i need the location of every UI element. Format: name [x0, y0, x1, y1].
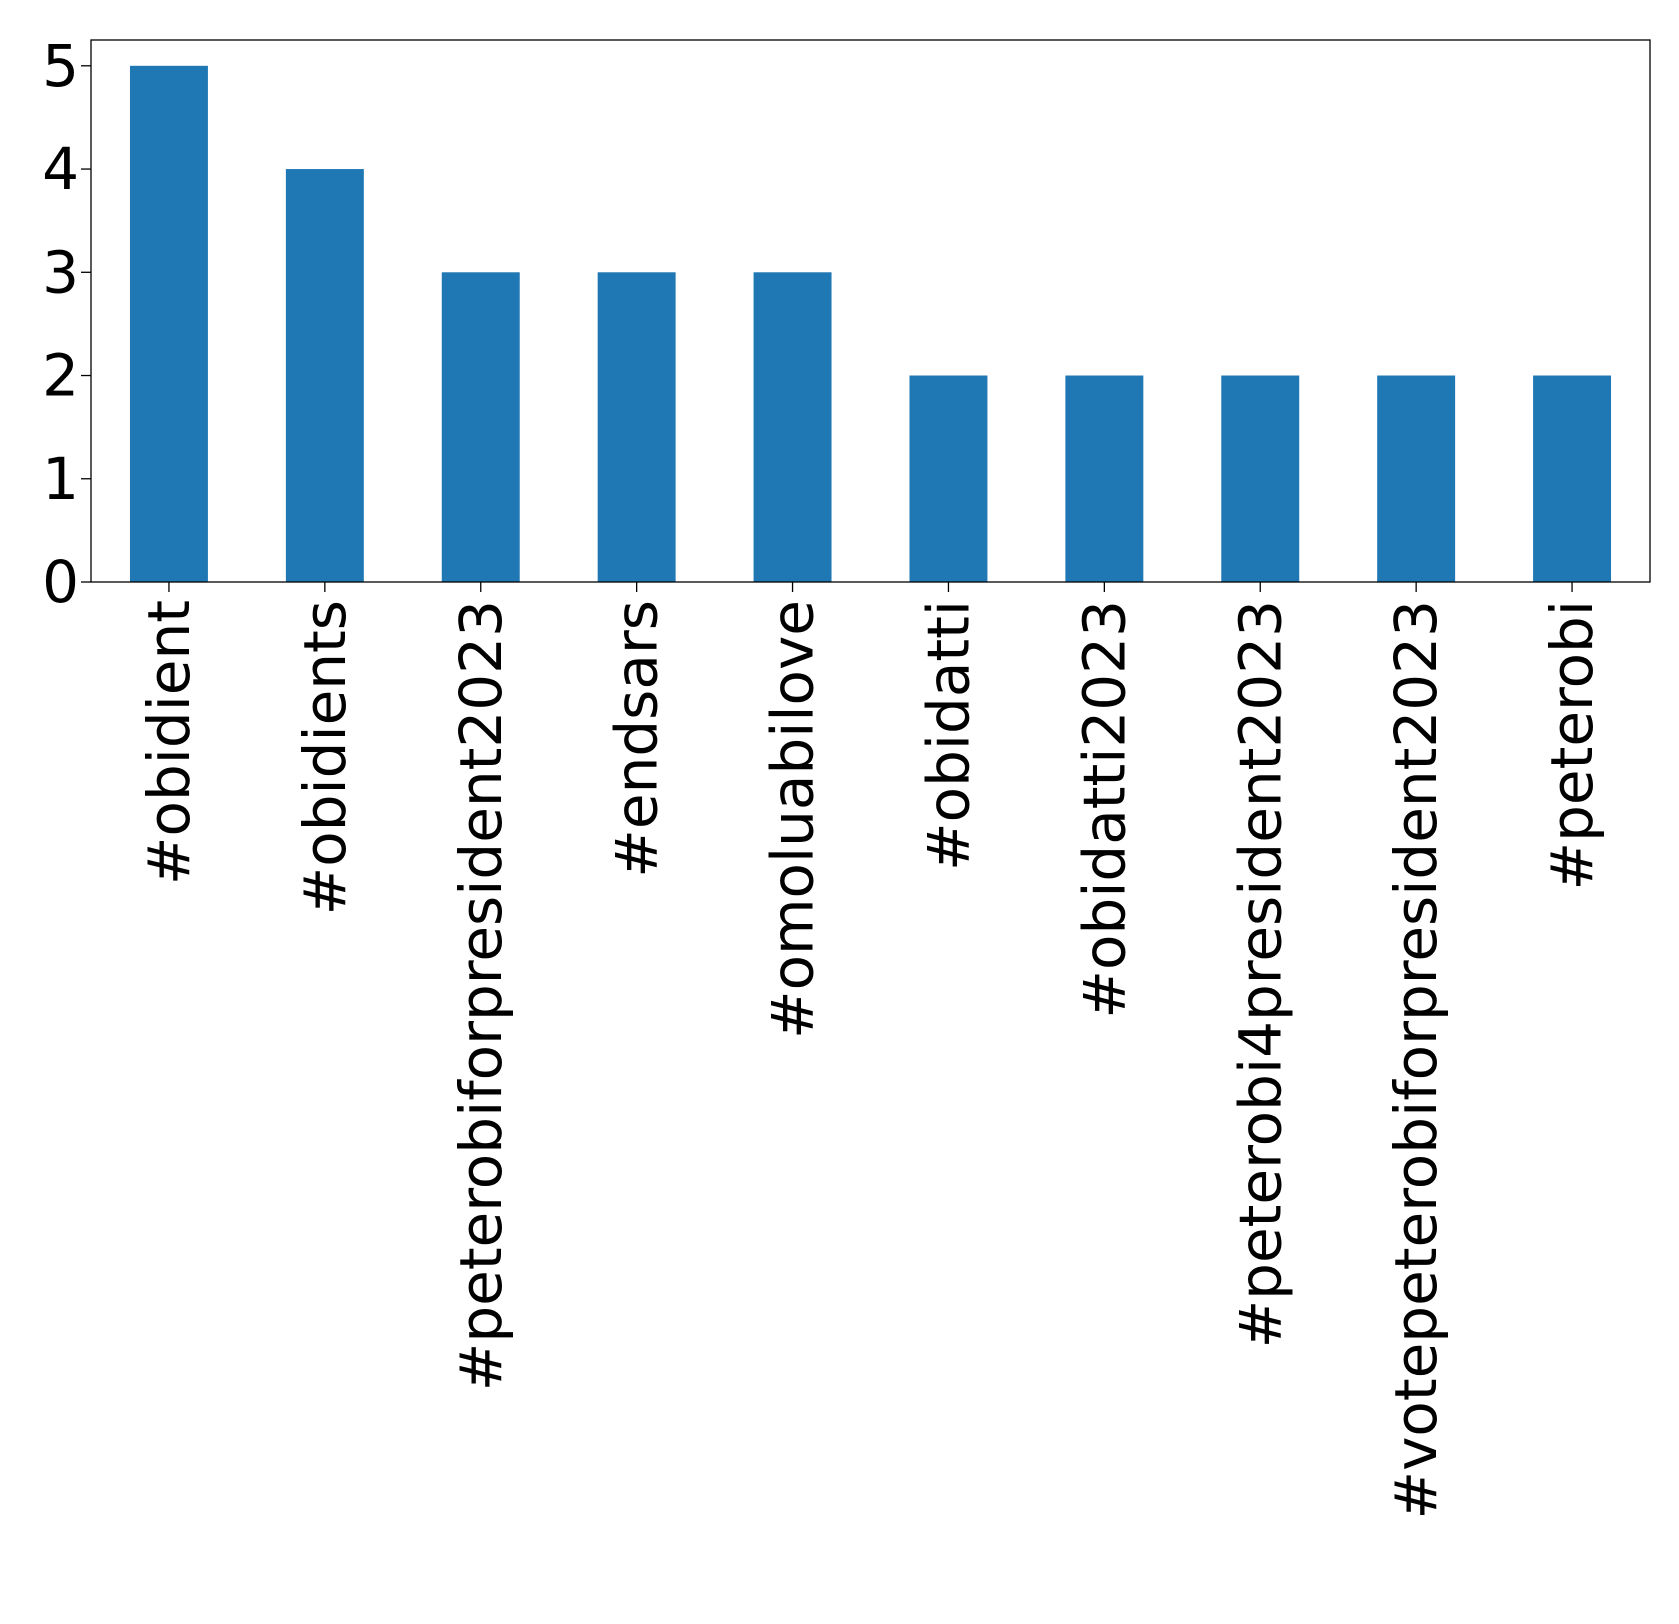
- bar-obidatti: [909, 375, 988, 582]
- bar-obidients: [285, 169, 364, 583]
- bar-obidient: [129, 65, 208, 582]
- y-tick-label: 5: [42, 32, 79, 100]
- bar-votepeterobiforpresident2023: [1377, 375, 1456, 582]
- bar-omoluabilove: [753, 272, 832, 582]
- x-tick-label: #omoluabilove: [759, 600, 827, 1039]
- x-tick-label: #obidatti2023: [1070, 600, 1138, 1019]
- plot-frame: [90, 39, 1651, 583]
- bar-peterobi4president2023: [1221, 375, 1300, 582]
- bars-layer: [129, 65, 1612, 583]
- bar-endsars: [597, 272, 676, 582]
- y-tick-label: 4: [42, 135, 79, 203]
- y-tick-label: 1: [42, 445, 79, 513]
- x-tick-label: #obidients: [291, 600, 359, 915]
- y-tick-label: 0: [42, 548, 79, 616]
- x-tick-label: #votepeterobiforpresident2023: [1382, 600, 1450, 1520]
- x-tick-label: #peterobi: [1538, 600, 1606, 891]
- bar-obidatti2023: [1065, 375, 1144, 582]
- x-tick-label: #obidatti: [914, 600, 982, 871]
- x-tick-label: #peterobiforpresident2023: [447, 600, 515, 1391]
- x-tick-label: #obidient: [135, 600, 203, 885]
- x-tick-label: #endsars: [603, 600, 671, 878]
- bar-peterobi: [1533, 375, 1612, 582]
- y-tick-label: 3: [42, 238, 79, 306]
- bar-peterobiforpresident2023: [441, 272, 520, 582]
- y-tick-label: 2: [42, 342, 79, 410]
- y-axis: 0 1 2 3 4 5: [42, 32, 91, 616]
- x-tick-label: #peterobi4president2023: [1226, 600, 1294, 1348]
- x-axis: #obidient #obidients #peterobiforpresident…: [135, 582, 1606, 1520]
